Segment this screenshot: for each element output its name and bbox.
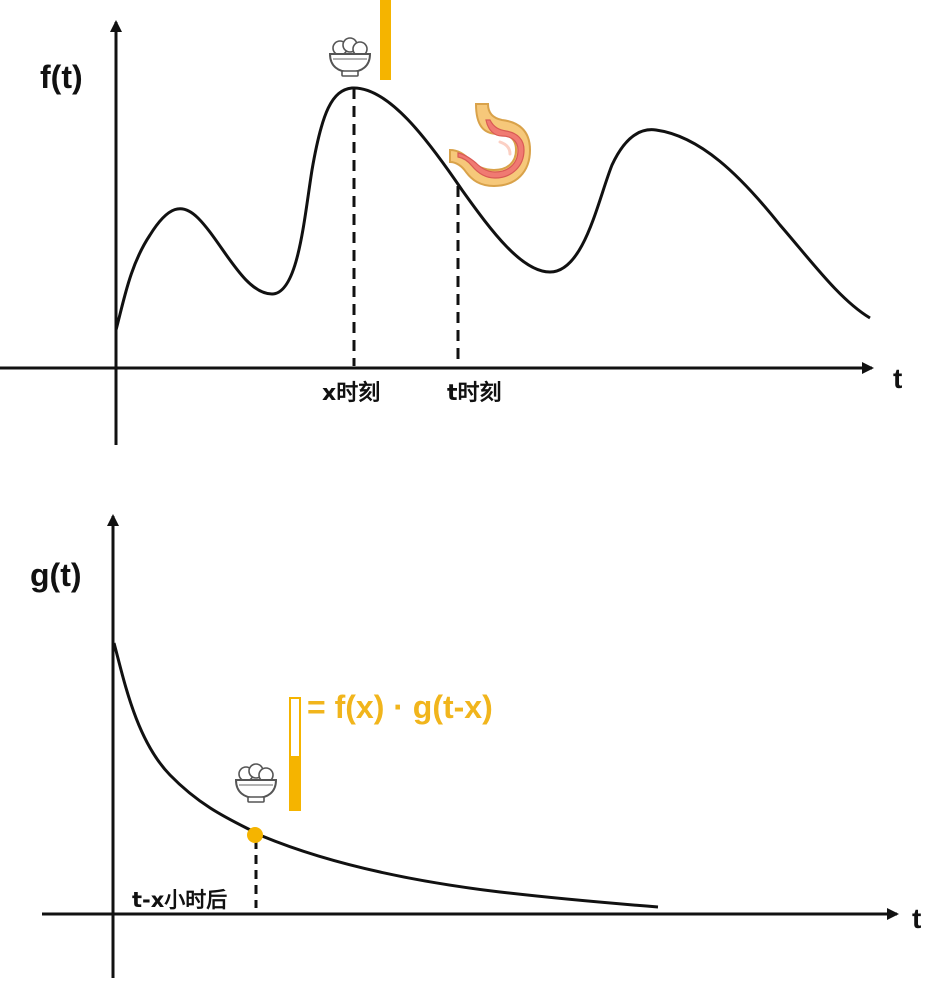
bottom-plot: g(t) t t-x小时后 = f(x) · g(t-x): [30, 514, 921, 978]
f-curve: [114, 86, 871, 331]
remaining-amount-bar-fill: [290, 756, 300, 810]
rice-bowl-icon: [234, 763, 278, 803]
stomach-icon: [449, 103, 532, 188]
top-plot: f(t) t x时刻 t时刻: [0, 0, 902, 445]
convolution-formula: = f(x) · g(t-x): [307, 689, 493, 725]
g-curve: [112, 642, 659, 909]
x-time-label: x时刻: [322, 380, 380, 406]
food-amount-bar: [380, 0, 391, 80]
f-axis-label: f(t): [40, 59, 83, 95]
g-axis-label: g(t): [30, 557, 82, 593]
t-time-label: t时刻: [447, 380, 502, 406]
highlight-point: [247, 827, 263, 843]
rice-bowl-icon: [328, 37, 372, 77]
t-minus-x-label: t-x小时后: [132, 888, 227, 912]
bottom-t-axis-label: t: [912, 903, 921, 934]
top-t-axis-label: t: [893, 363, 902, 394]
